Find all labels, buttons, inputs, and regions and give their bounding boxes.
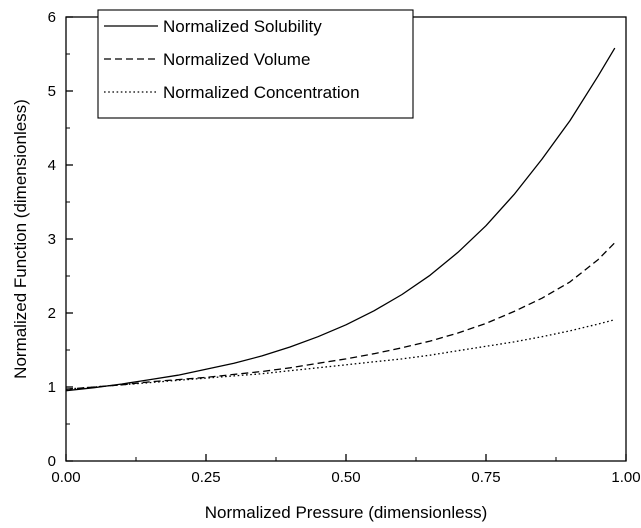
axis-ticks: 0.00 0.25 0.50 0.75 1.00 0 1 2 3 4 5 6 bbox=[48, 9, 641, 486]
series-line-3 bbox=[65, 319, 615, 390]
legend-box bbox=[97, 9, 414, 119]
x-tick-label: 1.00 bbox=[611, 469, 640, 486]
legend: Normalized Solubility Normalized Volume No… bbox=[97, 9, 414, 119]
x-axis-title: Normalized Pressure (dimensionless) bbox=[205, 503, 487, 522]
series-layer bbox=[65, 47, 616, 392]
x-tick-label: 0.25 bbox=[191, 469, 220, 486]
y-axis-title: Normalized Function (dimensionless) bbox=[11, 99, 30, 379]
legend-label-3: Normalized Concentration bbox=[163, 83, 360, 102]
x-tick-label: 0.00 bbox=[51, 469, 80, 486]
y-tick-label: 6 bbox=[48, 9, 56, 26]
y-tick-label: 5 bbox=[48, 83, 56, 100]
y-tick-label: 0 bbox=[48, 453, 56, 470]
series-line-2 bbox=[65, 242, 616, 390]
legend-label-2: Normalized Volume bbox=[163, 50, 310, 69]
y-tick-label: 1 bbox=[48, 379, 56, 396]
legend-label-1: Normalized Solubility bbox=[163, 17, 322, 36]
y-tick-label: 2 bbox=[48, 305, 56, 322]
y-tick-label: 3 bbox=[48, 231, 56, 248]
x-tick-label: 0.75 bbox=[471, 469, 500, 486]
y-tick-label: 4 bbox=[48, 157, 56, 174]
series-line-1 bbox=[65, 47, 616, 392]
x-tick-label: 0.50 bbox=[331, 469, 360, 486]
